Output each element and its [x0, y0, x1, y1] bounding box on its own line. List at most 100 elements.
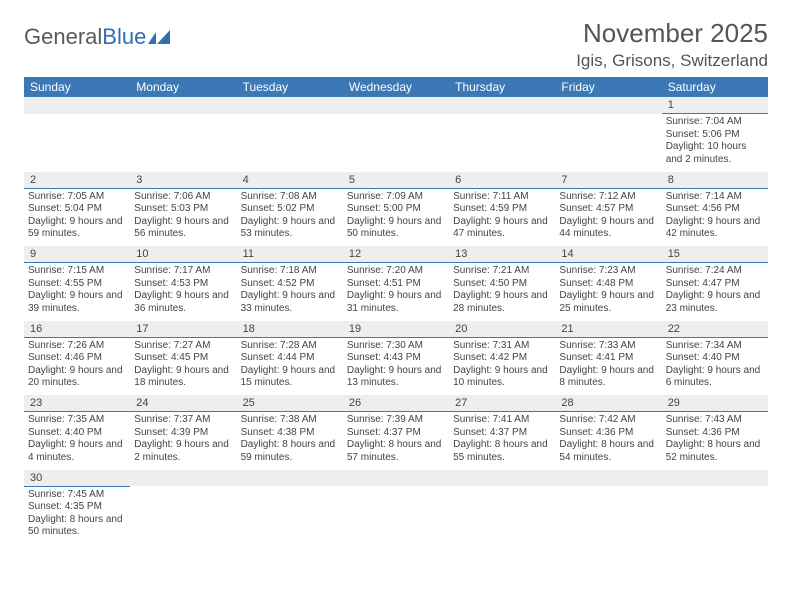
sunset-text: Sunset: 4:51 PM [347, 278, 445, 291]
sunset-text: Sunset: 5:03 PM [134, 203, 232, 216]
day-number-cell: 28 [555, 395, 661, 412]
day-detail-row: Sunrise: 7:26 AMSunset: 4:46 PMDaylight:… [24, 337, 768, 395]
sunrise-text: Sunrise: 7:27 AM [134, 340, 232, 353]
day-number-cell [343, 470, 449, 487]
sunrise-text: Sunrise: 7:35 AM [28, 414, 126, 427]
day-number-row: 2345678 [24, 172, 768, 189]
sunset-text: Sunset: 4:42 PM [453, 352, 551, 365]
day-detail-cell: Sunrise: 7:09 AMSunset: 5:00 PMDaylight:… [343, 188, 449, 246]
sunrise-text: Sunrise: 7:08 AM [241, 191, 339, 204]
day-number-cell: 3 [130, 172, 236, 189]
day-detail-cell: Sunrise: 7:23 AMSunset: 4:48 PMDaylight:… [555, 263, 661, 321]
day-detail-cell: Sunrise: 7:18 AMSunset: 4:52 PMDaylight:… [237, 263, 343, 321]
sunrise-text: Sunrise: 7:26 AM [28, 340, 126, 353]
weekday-header: Friday [555, 77, 661, 97]
sunrise-text: Sunrise: 7:30 AM [347, 340, 445, 353]
day-number-cell [662, 470, 768, 487]
day-detail-cell: Sunrise: 7:05 AMSunset: 5:04 PMDaylight:… [24, 188, 130, 246]
day-number-row: 23242526272829 [24, 395, 768, 412]
daylight-text: Daylight: 8 hours and 52 minutes. [666, 439, 764, 464]
sunset-text: Sunset: 4:39 PM [134, 427, 232, 440]
day-detail-cell: Sunrise: 7:17 AMSunset: 4:53 PMDaylight:… [130, 263, 236, 321]
daylight-text: Daylight: 9 hours and 33 minutes. [241, 290, 339, 315]
day-detail-cell: Sunrise: 7:35 AMSunset: 4:40 PMDaylight:… [24, 412, 130, 470]
sunrise-text: Sunrise: 7:21 AM [453, 265, 551, 278]
day-number-cell: 16 [24, 321, 130, 338]
day-number-cell: 20 [449, 321, 555, 338]
day-detail-cell [237, 114, 343, 172]
sunrise-text: Sunrise: 7:15 AM [28, 265, 126, 278]
day-number-cell [555, 470, 661, 487]
day-number-row: 30 [24, 470, 768, 487]
sunrise-text: Sunrise: 7:23 AM [559, 265, 657, 278]
day-number-cell: 18 [237, 321, 343, 338]
day-number-cell: 15 [662, 246, 768, 263]
sunset-text: Sunset: 4:37 PM [347, 427, 445, 440]
day-number-cell: 30 [24, 470, 130, 487]
sunset-text: Sunset: 4:48 PM [559, 278, 657, 291]
weekday-header: Sunday [24, 77, 130, 97]
daylight-text: Daylight: 9 hours and 44 minutes. [559, 216, 657, 241]
day-number-cell [237, 97, 343, 114]
day-number-cell [555, 97, 661, 114]
daylight-text: Daylight: 9 hours and 2 minutes. [134, 439, 232, 464]
day-number-cell [130, 97, 236, 114]
sunrise-text: Sunrise: 7:42 AM [559, 414, 657, 427]
day-detail-cell [24, 114, 130, 172]
sunrise-text: Sunrise: 7:14 AM [666, 191, 764, 204]
day-detail-cell: Sunrise: 7:14 AMSunset: 4:56 PMDaylight:… [662, 188, 768, 246]
sunset-text: Sunset: 5:02 PM [241, 203, 339, 216]
day-detail-row: Sunrise: 7:45 AMSunset: 4:35 PMDaylight:… [24, 486, 768, 544]
daylight-text: Daylight: 10 hours and 2 minutes. [666, 141, 764, 166]
weekday-header: Saturday [662, 77, 768, 97]
day-number-row: 1 [24, 97, 768, 114]
sunrise-text: Sunrise: 7:18 AM [241, 265, 339, 278]
daylight-text: Daylight: 8 hours and 55 minutes. [453, 439, 551, 464]
daylight-text: Daylight: 9 hours and 39 minutes. [28, 290, 126, 315]
sunrise-text: Sunrise: 7:12 AM [559, 191, 657, 204]
daylight-text: Daylight: 9 hours and 10 minutes. [453, 365, 551, 390]
daylight-text: Daylight: 9 hours and 8 minutes. [559, 365, 657, 390]
sunrise-text: Sunrise: 7:06 AM [134, 191, 232, 204]
sunrise-text: Sunrise: 7:31 AM [453, 340, 551, 353]
sunset-text: Sunset: 4:44 PM [241, 352, 339, 365]
day-detail-cell: Sunrise: 7:20 AMSunset: 4:51 PMDaylight:… [343, 263, 449, 321]
day-number-cell: 25 [237, 395, 343, 412]
day-number-cell: 14 [555, 246, 661, 263]
daylight-text: Daylight: 9 hours and 31 minutes. [347, 290, 445, 315]
daylight-text: Daylight: 9 hours and 15 minutes. [241, 365, 339, 390]
day-number-cell: 10 [130, 246, 236, 263]
day-number-cell: 21 [555, 321, 661, 338]
day-number-cell: 12 [343, 246, 449, 263]
day-detail-cell: Sunrise: 7:27 AMSunset: 4:45 PMDaylight:… [130, 337, 236, 395]
day-number-cell [130, 470, 236, 487]
day-detail-cell: Sunrise: 7:42 AMSunset: 4:36 PMDaylight:… [555, 412, 661, 470]
daylight-text: Daylight: 9 hours and 23 minutes. [666, 290, 764, 315]
weekday-header: Thursday [449, 77, 555, 97]
sunset-text: Sunset: 4:35 PM [28, 501, 126, 514]
daylight-text: Daylight: 8 hours and 54 minutes. [559, 439, 657, 464]
day-detail-cell: Sunrise: 7:41 AMSunset: 4:37 PMDaylight:… [449, 412, 555, 470]
sunrise-text: Sunrise: 7:41 AM [453, 414, 551, 427]
day-number-cell [343, 97, 449, 114]
sunset-text: Sunset: 4:56 PM [666, 203, 764, 216]
day-detail-cell: Sunrise: 7:15 AMSunset: 4:55 PMDaylight:… [24, 263, 130, 321]
day-number-cell: 8 [662, 172, 768, 189]
daylight-text: Daylight: 9 hours and 50 minutes. [347, 216, 445, 241]
daylight-text: Daylight: 9 hours and 4 minutes. [28, 439, 126, 464]
day-detail-cell [555, 486, 661, 544]
daylight-text: Daylight: 9 hours and 53 minutes. [241, 216, 339, 241]
day-number-cell [449, 470, 555, 487]
weekday-header: Wednesday [343, 77, 449, 97]
day-number-cell: 17 [130, 321, 236, 338]
sunrise-text: Sunrise: 7:45 AM [28, 489, 126, 502]
sunrise-text: Sunrise: 7:20 AM [347, 265, 445, 278]
sunrise-text: Sunrise: 7:11 AM [453, 191, 551, 204]
day-detail-cell: Sunrise: 7:33 AMSunset: 4:41 PMDaylight:… [555, 337, 661, 395]
day-detail-cell [449, 114, 555, 172]
day-number-cell [237, 470, 343, 487]
sunset-text: Sunset: 4:37 PM [453, 427, 551, 440]
day-detail-cell [449, 486, 555, 544]
day-number-cell: 29 [662, 395, 768, 412]
day-detail-cell: Sunrise: 7:06 AMSunset: 5:03 PMDaylight:… [130, 188, 236, 246]
